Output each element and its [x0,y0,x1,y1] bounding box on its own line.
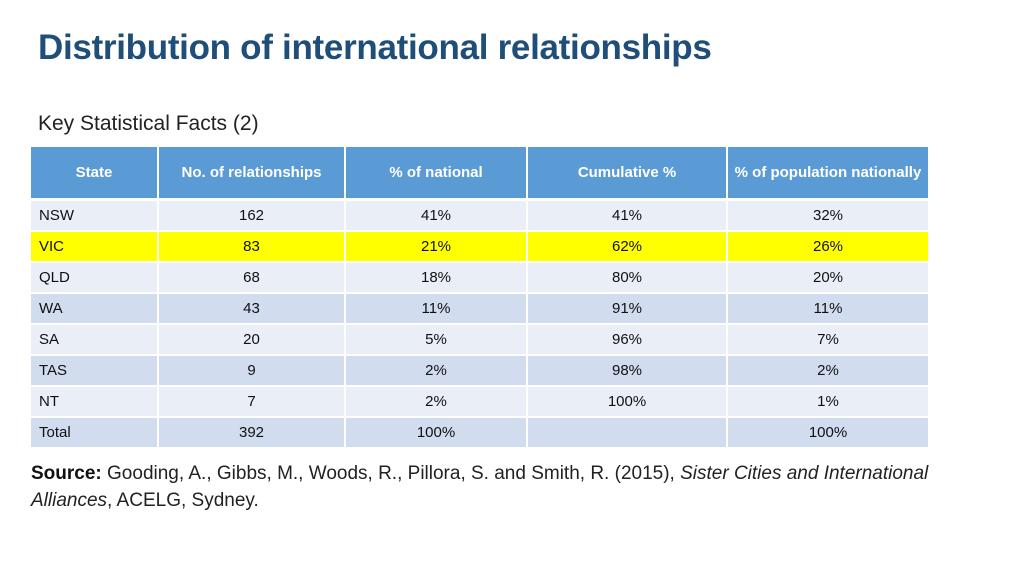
cell-relationships: 20 [158,324,346,356]
table-body: NSW 162 41% 41% 32% VIC 83 21% 62% 26% Q… [31,199,928,449]
cell-population: 32% [727,199,928,232]
cell-state: Total [31,417,159,449]
statistics-table: State No. of relationships % of national… [31,147,928,449]
cell-population: 100% [727,417,928,449]
cell-state: SA [31,324,159,356]
slide-subtitle: Key Statistical Facts (2) [38,112,259,135]
cell-population: 7% [727,324,928,356]
cell-cumulative: 100% [527,386,728,418]
table-row: WA 43 11% 91% 11% [31,293,928,325]
cell-cumulative: 80% [527,262,728,294]
source-label: Source: [31,463,102,484]
cell-relationships: 68 [158,262,346,294]
cell-percent-national: 18% [345,262,528,294]
header-state: State [31,147,159,201]
cell-cumulative [527,417,728,449]
cell-state: WA [31,293,159,325]
header-relationships: No. of relationships [158,147,346,201]
cell-percent-national: 2% [345,355,528,387]
table-row: QLD 68 18% 80% 20% [31,262,928,294]
cell-relationships: 83 [158,231,346,263]
cell-relationships: 392 [158,417,346,449]
cell-percent-national: 2% [345,386,528,418]
cell-state: NSW [31,199,159,232]
header-population: % of population nationally [727,147,928,201]
cell-percent-national: 100% [345,417,528,449]
cell-population: 1% [727,386,928,418]
cell-cumulative: 91% [527,293,728,325]
table-row: NT 7 2% 100% 1% [31,386,928,418]
cell-population: 26% [727,231,928,263]
header-row: State No. of relationships % of national… [31,147,928,201]
table-row: TAS 9 2% 98% 2% [31,355,928,387]
source-citation: Source: Gooding, A., Gibbs, M., Woods, R… [31,460,961,514]
cell-percent-national: 41% [345,199,528,232]
table-row: NSW 162 41% 41% 32% [31,199,928,232]
cell-cumulative: 96% [527,324,728,356]
cell-population: 11% [727,293,928,325]
cell-relationships: 9 [158,355,346,387]
table-row: SA 20 5% 96% 7% [31,324,928,356]
cell-relationships: 162 [158,199,346,232]
cell-population: 20% [727,262,928,294]
cell-percent-national: 5% [345,324,528,356]
slide-title: Distribution of international relationsh… [38,28,712,67]
cell-cumulative: 98% [527,355,728,387]
source-work-title: Sister Cities and International Alliance… [31,463,929,511]
cell-percent-national: 21% [345,231,528,263]
header-cumulative: Cumulative % [527,147,728,201]
cell-relationships: 43 [158,293,346,325]
table-row-highlighted: VIC 83 21% 62% 26% [31,231,928,263]
header-percent-national: % of national [345,147,528,201]
cell-cumulative: 62% [527,231,728,263]
source-publisher: , ACELG, Sydney. [107,490,259,511]
cell-population: 2% [727,355,928,387]
cell-state: QLD [31,262,159,294]
cell-state: TAS [31,355,159,387]
table-row-total: Total 392 100% 100% [31,417,928,449]
cell-relationships: 7 [158,386,346,418]
table-header: State No. of relationships % of national… [31,147,928,201]
cell-cumulative: 41% [527,199,728,232]
source-authors: Gooding, A., Gibbs, M., Woods, R., Pillo… [101,463,681,484]
cell-percent-national: 11% [345,293,528,325]
cell-state: NT [31,386,159,418]
cell-state: VIC [31,231,159,263]
